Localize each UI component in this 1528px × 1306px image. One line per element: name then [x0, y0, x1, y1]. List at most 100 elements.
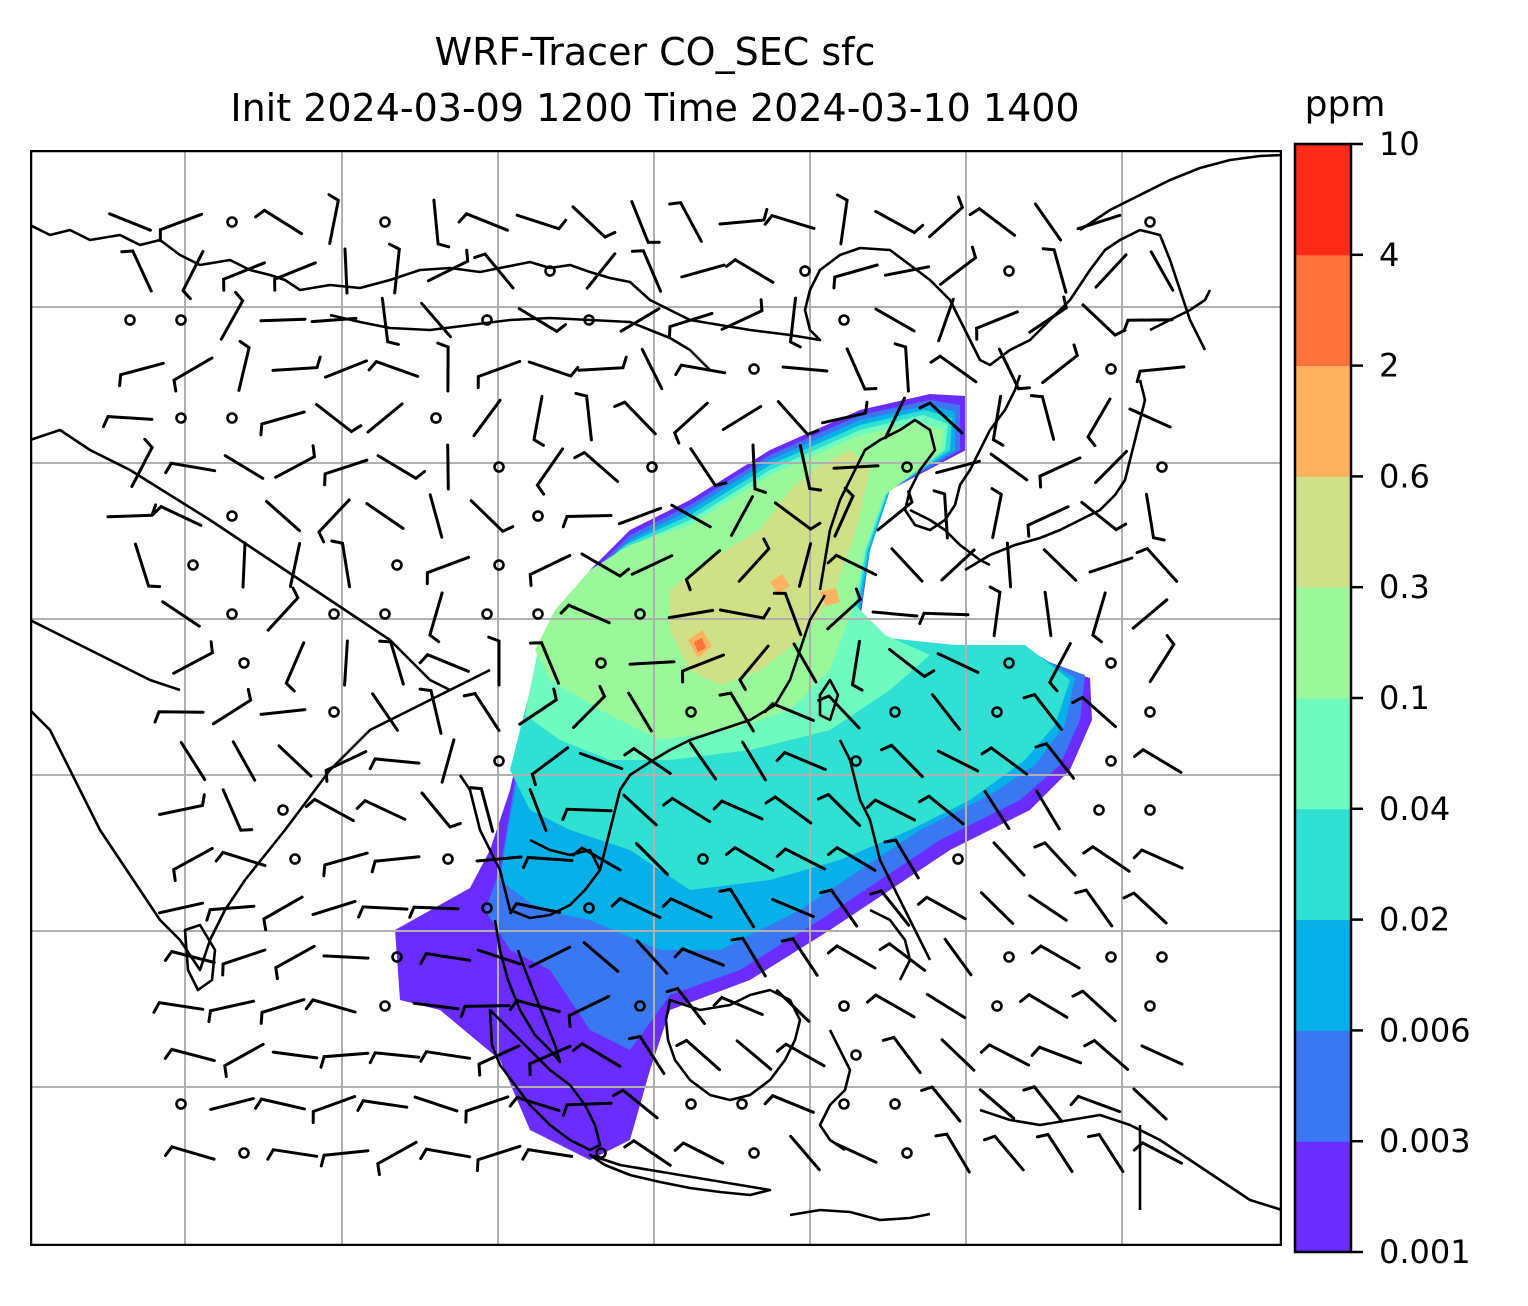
colorbar-band: [1295, 144, 1351, 256]
wind-barb: [311, 899, 357, 917]
wind-barbs-layer: [102, 193, 1186, 1177]
wind-barb: [181, 249, 205, 301]
calm-wind-marker: [481, 608, 493, 620]
wind-barb: [222, 261, 266, 292]
colorbar-tick-label: 0.003: [1379, 1122, 1471, 1160]
wind-barb: [1019, 992, 1069, 1019]
wind-barb: [936, 749, 980, 773]
calm-wind-marker: [1144, 706, 1156, 718]
wind-barb: [304, 998, 357, 1014]
wind-barb: [980, 746, 1029, 776]
wind-barb: [365, 502, 405, 530]
wind-barb: [376, 1140, 418, 1177]
calm-wind-marker: [685, 1098, 697, 1110]
colorbar-ticks: 0.001 0.003 0.006 0.02 0.04 0.1 0.3 0.6 2 4 10: [1351, 125, 1471, 1271]
wind-barb: [462, 691, 501, 732]
wind-barb: [133, 542, 162, 589]
wind-barb: [988, 585, 1002, 638]
wind-barb: [635, 939, 669, 975]
wind-barb: [580, 552, 631, 578]
calm-wind-marker: [1144, 216, 1156, 228]
calm-wind-marker: [238, 657, 250, 669]
wind-barb: [688, 741, 718, 781]
wind-barb: [730, 495, 754, 537]
wind-barb: [674, 363, 727, 377]
wind-barb: [259, 317, 307, 323]
wind-barb: [521, 1147, 574, 1161]
wind-barb: [388, 242, 401, 295]
wind-barb: [254, 208, 304, 236]
wind-barb: [378, 639, 405, 686]
malay-peninsula: [493, 919, 562, 1064]
calm-wind-marker: [1105, 657, 1117, 669]
wind-barb: [943, 937, 973, 977]
wind-barb: [262, 895, 304, 932]
colorbar-tick-label: 0.1: [1379, 679, 1430, 717]
wind-barb: [1041, 247, 1068, 294]
wind-barb: [610, 896, 662, 919]
wind-barb: [271, 355, 322, 372]
wind-barb: [741, 740, 767, 782]
wind-barb: [668, 200, 703, 243]
wind-barb: [775, 847, 827, 871]
wind-barb: [459, 1004, 511, 1019]
wind-barb: [464, 1095, 510, 1124]
wind-barb: [343, 247, 349, 295]
wind-barb: [221, 948, 267, 977]
calm-wind-marker: [838, 314, 850, 326]
wind-barb: [1034, 741, 1076, 780]
wind-barb: [582, 941, 620, 973]
wind-barb: [562, 1101, 613, 1117]
wind-barb: [640, 347, 664, 391]
wind-barb: [865, 993, 916, 1019]
wind-barb: [515, 213, 568, 231]
wind-barb: [1033, 202, 1063, 242]
wind-barb: [763, 701, 815, 722]
wind-barb: [928, 195, 965, 239]
calm-wind-marker: [748, 1147, 760, 1159]
calm-wind-marker: [736, 1098, 748, 1110]
wind-barb: [878, 941, 927, 972]
wind-barb: [613, 400, 657, 436]
colorbar-band: [1295, 587, 1351, 699]
colorbar-tick-label: 0.3: [1379, 568, 1430, 606]
wind-barb: [869, 889, 911, 927]
calm-wind-marker: [379, 608, 391, 620]
wind-barb: [585, 252, 617, 290]
calm-wind-marker: [838, 1000, 850, 1012]
calm-wind-marker: [952, 853, 964, 865]
korea-peninsula-outline: [909, 508, 991, 567]
calm-wind-marker: [226, 510, 238, 522]
calm-wind-marker: [289, 853, 301, 865]
wind-barb: [931, 693, 961, 731]
wind-barb: [319, 1051, 370, 1069]
wind-barb: [1035, 1132, 1074, 1173]
colorbar-band: [1295, 919, 1351, 1031]
calm-wind-marker: [481, 902, 493, 914]
wind-barb: [370, 855, 421, 874]
wind-barb: [675, 1038, 721, 1072]
wind-barb: [221, 788, 254, 832]
wind-barb: [304, 797, 355, 823]
calm-wind-marker: [1003, 657, 1015, 669]
wind-barb: [274, 444, 317, 479]
wind-barb: [937, 297, 955, 343]
wind-barb: [561, 807, 613, 821]
wind-barb: [518, 687, 558, 726]
calm-wind-marker: [328, 608, 340, 620]
wind-barb: [1069, 1094, 1122, 1114]
wind-barb: [425, 555, 471, 586]
wind-barb: [627, 691, 653, 733]
wind-barb: [419, 1147, 472, 1161]
wind-barb: [323, 458, 369, 487]
wind-barb: [528, 788, 548, 832]
calm-wind-marker: [1105, 951, 1117, 963]
wind-barb: [992, 841, 1026, 877]
wind-barb: [1135, 546, 1179, 583]
wind-barb: [1132, 1087, 1168, 1121]
wind-barb: [179, 740, 207, 782]
wind-barb: [571, 846, 622, 872]
wind-barb: [673, 947, 725, 967]
wind-barb: [893, 342, 910, 393]
wind-barb: [874, 209, 925, 235]
